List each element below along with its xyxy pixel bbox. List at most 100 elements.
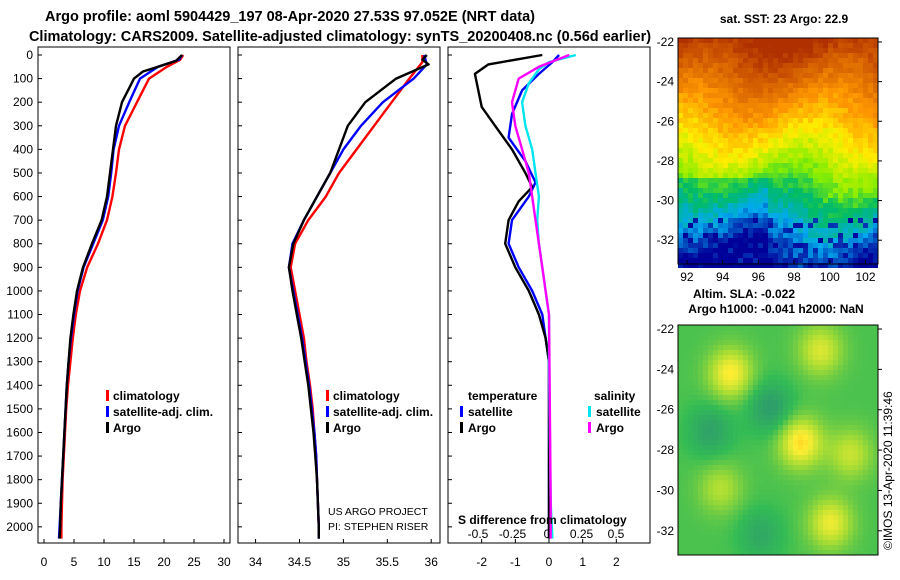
sla-cell bbox=[848, 445, 853, 450]
sst-cell bbox=[758, 93, 763, 98]
sst-cell bbox=[813, 213, 818, 218]
sst-cell bbox=[778, 98, 783, 103]
sla-cell bbox=[718, 545, 723, 550]
sla-cell bbox=[798, 475, 803, 480]
sla-cell bbox=[793, 510, 798, 515]
sst-cell bbox=[788, 203, 793, 208]
sst-cell bbox=[683, 103, 688, 108]
sla-cell bbox=[768, 355, 773, 360]
sst-cell bbox=[813, 233, 818, 238]
sla-cell bbox=[728, 330, 733, 335]
sla-cell bbox=[723, 325, 728, 330]
sla-cell bbox=[688, 530, 693, 535]
sst-cell bbox=[703, 83, 708, 88]
sla-cell bbox=[688, 550, 693, 555]
sla-cell bbox=[753, 510, 758, 515]
sst-cell bbox=[698, 188, 703, 193]
sla-cell bbox=[713, 430, 718, 435]
sla-cell bbox=[843, 545, 848, 550]
sla-cell bbox=[688, 355, 693, 360]
sst-cell bbox=[738, 58, 743, 63]
sst-cell bbox=[853, 133, 858, 138]
sst-cell bbox=[763, 228, 768, 233]
sst-cell bbox=[848, 68, 853, 73]
sla-cell bbox=[833, 395, 838, 400]
depth-tick-label: 1400 bbox=[6, 378, 33, 392]
sla-cell bbox=[808, 470, 813, 475]
sst-cell bbox=[758, 263, 763, 268]
sst-cell bbox=[693, 78, 698, 83]
sla-cell bbox=[693, 365, 698, 370]
sst-cell bbox=[798, 168, 803, 173]
sst-cell bbox=[743, 238, 748, 243]
sla-cell bbox=[693, 530, 698, 535]
program-note: US ARGO PROJECT bbox=[328, 506, 428, 518]
sla-cell bbox=[763, 510, 768, 515]
sst-cell bbox=[803, 108, 808, 113]
sst-cell bbox=[698, 143, 703, 148]
sst-cell bbox=[798, 108, 803, 113]
sla-cell bbox=[863, 390, 868, 395]
sla-cell bbox=[698, 455, 703, 460]
sla-cell bbox=[678, 360, 683, 365]
sst-cell bbox=[688, 43, 693, 48]
sst-cell bbox=[773, 108, 778, 113]
sla-cell bbox=[678, 490, 683, 495]
sla-cell bbox=[763, 460, 768, 465]
sla-cell bbox=[723, 475, 728, 480]
sla-cell bbox=[848, 355, 853, 360]
sst-cell bbox=[833, 148, 838, 153]
sla-cell bbox=[723, 480, 728, 485]
sst-cell bbox=[838, 123, 843, 128]
sst-cell bbox=[798, 73, 803, 78]
sla-cell bbox=[843, 455, 848, 460]
sst-cell bbox=[793, 178, 798, 183]
sla-cell bbox=[713, 515, 718, 520]
sla-cell bbox=[693, 370, 698, 375]
sla-cell bbox=[793, 410, 798, 415]
sla-cell bbox=[838, 400, 843, 405]
sst-cell bbox=[803, 118, 808, 123]
sla-cell bbox=[733, 465, 738, 470]
sla-cell bbox=[863, 540, 868, 545]
sla-cell bbox=[768, 335, 773, 340]
sla-cell bbox=[833, 460, 838, 465]
sla-cell bbox=[768, 365, 773, 370]
sst-cell bbox=[803, 223, 808, 228]
sla-cell bbox=[833, 345, 838, 350]
sla-cell bbox=[773, 385, 778, 390]
sst-cell bbox=[733, 88, 738, 93]
sst-cell bbox=[848, 183, 853, 188]
sst-cell bbox=[813, 108, 818, 113]
sst-cell bbox=[848, 118, 853, 123]
sst-cell bbox=[723, 213, 728, 218]
sst-cell bbox=[773, 103, 778, 108]
sst-cell bbox=[758, 103, 763, 108]
sla-cell bbox=[823, 485, 828, 490]
sla-cell bbox=[798, 400, 803, 405]
sst-cell bbox=[843, 143, 848, 148]
sst-cell bbox=[723, 148, 728, 153]
sla-cell bbox=[743, 390, 748, 395]
sla-cell bbox=[848, 455, 853, 460]
sla-cell bbox=[708, 380, 713, 385]
sla-cell bbox=[828, 460, 833, 465]
sla-cell bbox=[758, 395, 763, 400]
sst-cell bbox=[693, 178, 698, 183]
sst-cell bbox=[818, 148, 823, 153]
sla-cell bbox=[758, 415, 763, 420]
sla-cell bbox=[768, 525, 773, 530]
sst-cell bbox=[843, 118, 848, 123]
sst-cell bbox=[693, 108, 698, 113]
sst-cell bbox=[683, 128, 688, 133]
sst-cell bbox=[693, 168, 698, 173]
sla-cell bbox=[788, 425, 793, 430]
sla-cell bbox=[818, 440, 823, 445]
sla-cell bbox=[698, 520, 703, 525]
sla-cell bbox=[698, 335, 703, 340]
sla-cell bbox=[783, 415, 788, 420]
sla-cell bbox=[783, 530, 788, 535]
sst-cell bbox=[873, 78, 878, 83]
sla-cell bbox=[848, 545, 853, 550]
sla-cell bbox=[678, 380, 683, 385]
